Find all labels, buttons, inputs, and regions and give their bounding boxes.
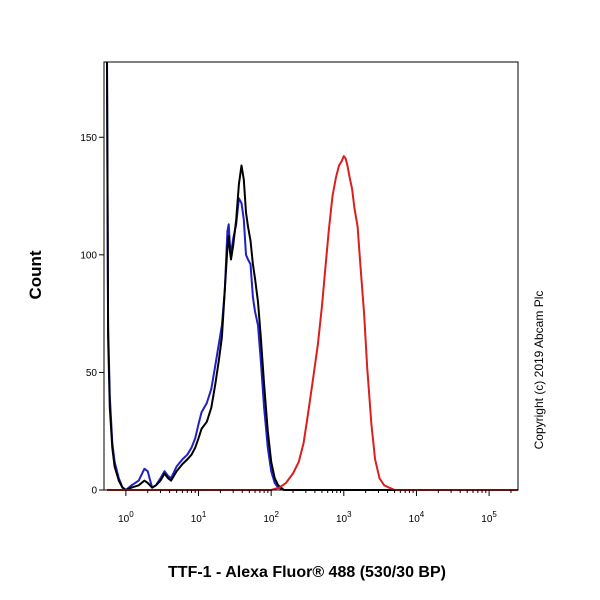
x-tick-label: 104 <box>409 510 425 525</box>
x-tick-label: 103 <box>336 510 352 525</box>
x-tick-label: 105 <box>481 510 497 525</box>
x-tick-label: 101 <box>191 510 207 525</box>
y-tick-label: 50 <box>86 368 98 379</box>
series-line-3 <box>107 155 518 491</box>
series-line-2 <box>106 61 518 491</box>
copyright-annotation: Copyright (c) 2019 Abcam Plc <box>532 291 546 450</box>
y-axis-title: Count <box>26 250 45 299</box>
y-tick-label: 100 <box>80 250 97 261</box>
x-tick-label: 100 <box>118 510 134 525</box>
x-tick-label: 102 <box>263 510 279 525</box>
x-axis-title: TTF-1 - Alexa Fluor® 488 (530/30 BP) <box>168 564 446 581</box>
series-line-1 <box>106 61 518 491</box>
y-tick-label: 150 <box>80 133 97 144</box>
y-tick-label: 0 <box>91 486 97 497</box>
plot-frame <box>103 61 519 491</box>
